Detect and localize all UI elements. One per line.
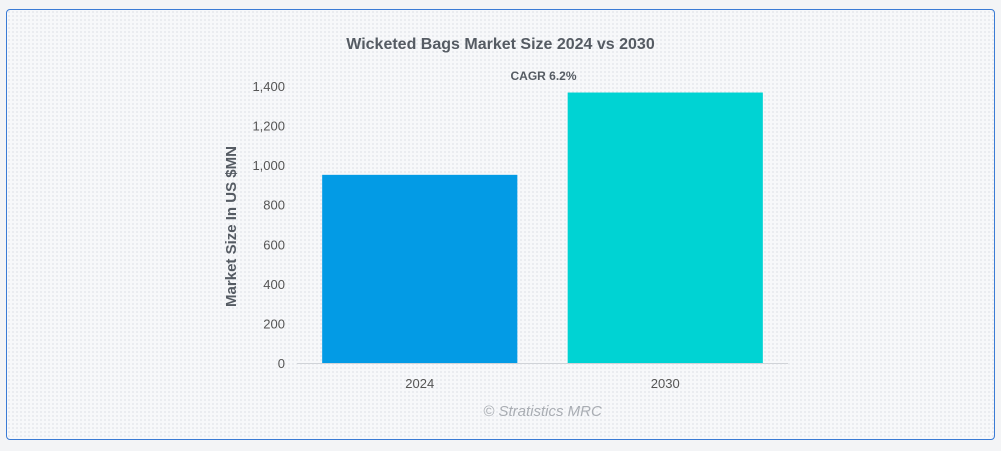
y-axis-ticks: 0 200 400 600 800 1,000 1,200 1,400 [252,79,285,371]
x-tick-label: 2024 [405,376,434,391]
y-axis-label: Market Size In US $MN [223,146,240,307]
y-tick-label: 1,400 [252,79,285,94]
y-tick-label: 0 [278,356,285,371]
y-tick-label: 1,000 [252,158,285,173]
y-tick-label: 200 [263,316,285,331]
y-tick-label: 1,200 [252,119,285,134]
bars [322,92,763,363]
y-tick-label: 800 [263,198,285,213]
credit-watermark: © Stratistics MRC [483,403,602,420]
x-axis-ticks: 2024 2030 [405,376,679,391]
y-tick-label: 400 [263,277,285,292]
cagr-annotation: CAGR 6.2% [510,69,576,83]
x-tick-label: 2030 [651,376,680,391]
chart-title: Wicketed Bags Market Size 2024 vs 2030 [346,36,655,53]
bar-2030 [567,92,763,363]
bar-2024 [322,174,518,363]
y-tick-label: 600 [263,237,285,252]
